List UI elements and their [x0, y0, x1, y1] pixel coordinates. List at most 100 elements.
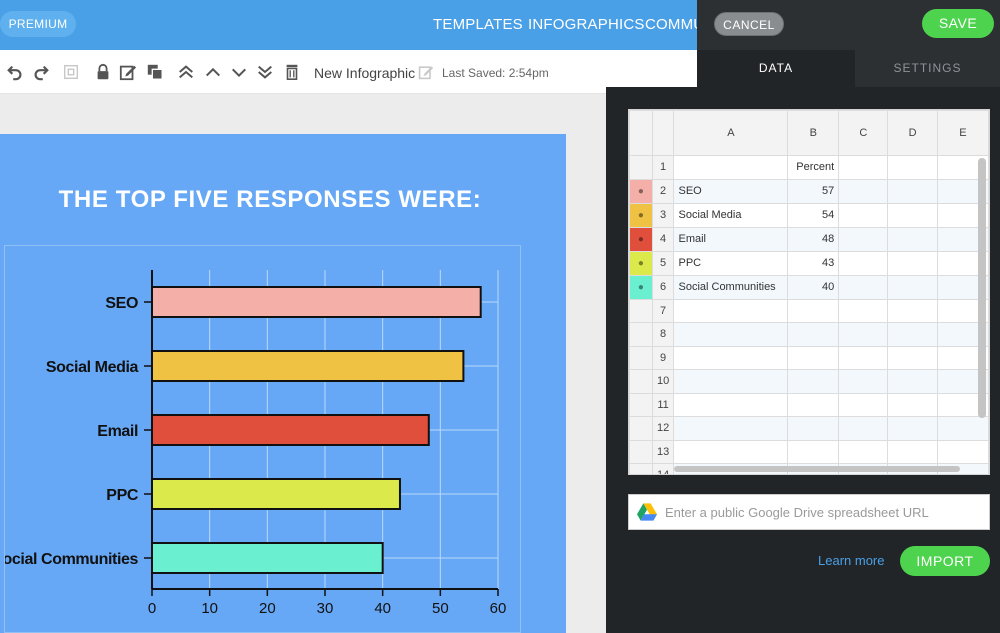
lock-icon[interactable] [93, 62, 113, 82]
cell-d[interactable] [887, 226, 938, 252]
document-title[interactable]: New Infographic [314, 65, 416, 81]
cell-c[interactable] [838, 250, 889, 276]
cell-c[interactable] [838, 439, 889, 464]
cell-a[interactable] [673, 416, 789, 441]
cell-b[interactable]: 48 [787, 226, 840, 252]
duplicate-icon[interactable] [145, 62, 165, 82]
horizontal-scrollbar[interactable] [674, 466, 960, 472]
bring-to-front-icon[interactable] [176, 62, 196, 82]
cell-b[interactable]: Percent [787, 155, 840, 180]
cell-b[interactable]: 54 [787, 202, 840, 228]
cell-b[interactable] [787, 298, 840, 323]
color-drop-icon[interactable]: ● [630, 228, 652, 250]
cell-d[interactable] [887, 392, 938, 417]
cell-c[interactable] [838, 322, 889, 347]
cell-b[interactable]: 57 [787, 178, 840, 204]
cell-c[interactable] [838, 226, 889, 252]
cell-b[interactable] [787, 322, 840, 347]
cell-a[interactable] [673, 439, 789, 464]
cell-a[interactable] [673, 155, 789, 180]
cell-a[interactable]: PPC [673, 250, 789, 276]
tab-data[interactable]: DATA [697, 50, 855, 87]
crop-icon[interactable] [61, 62, 81, 82]
cell-d[interactable] [887, 439, 938, 464]
cell-c[interactable] [838, 202, 889, 228]
column-header-b[interactable]: B [787, 110, 840, 156]
cell-b[interactable] [787, 439, 840, 464]
cell-d[interactable] [887, 298, 938, 323]
cell-c[interactable] [838, 298, 889, 323]
cell-d[interactable] [887, 322, 938, 347]
cell-c[interactable] [838, 274, 889, 300]
cell-b[interactable] [787, 392, 840, 417]
row-number: 10 [651, 369, 675, 394]
cell-d[interactable] [887, 155, 938, 180]
cell-d[interactable] [887, 369, 938, 394]
premium-badge[interactable]: PREMIUM [0, 11, 76, 37]
cell-b[interactable]: 43 [787, 250, 840, 276]
nav-infographics[interactable]: INFOGRAPHICS [528, 16, 645, 33]
cell-b[interactable]: 40 [787, 274, 840, 300]
bring-forward-icon[interactable] [203, 62, 223, 82]
cell-d[interactable] [887, 274, 938, 300]
cell-d[interactable] [887, 202, 938, 228]
send-backward-icon[interactable] [229, 62, 249, 82]
cell-b[interactable] [787, 369, 840, 394]
learn-more-link[interactable]: Learn more [818, 553, 885, 568]
nav-community[interactable]: COMMU [645, 16, 705, 33]
import-button[interactable]: IMPORT [900, 546, 990, 576]
cell-a[interactable] [673, 369, 789, 394]
row-color-swatch[interactable]: ● [629, 250, 653, 276]
cell-a[interactable]: SEO [673, 178, 789, 204]
cell-d[interactable] [887, 345, 938, 370]
google-drive-url-input[interactable] [665, 495, 985, 529]
color-drop-icon[interactable]: ● [630, 276, 652, 298]
cell-a[interactable] [673, 322, 789, 347]
row-color-swatch[interactable]: ● [629, 178, 653, 204]
color-drop-icon[interactable]: ● [630, 180, 652, 202]
cancel-button[interactable]: CANCEL [714, 12, 784, 36]
cell-c[interactable] [838, 178, 889, 204]
column-header-d[interactable]: D [887, 110, 938, 156]
cell-a[interactable]: Email [673, 226, 789, 252]
cell-a[interactable] [673, 392, 789, 417]
row-color-swatch[interactable]: ● [629, 226, 653, 252]
row-color-swatch[interactable]: ● [629, 202, 653, 228]
color-drop-icon[interactable]: ● [630, 252, 652, 274]
send-to-back-icon[interactable] [255, 62, 275, 82]
row-color-swatch[interactable]: ● [629, 274, 653, 300]
chart-selection-frame[interactable]: SEO Social Media Email PPC Social Communitie… [4, 245, 521, 633]
cell-e[interactable] [936, 416, 989, 441]
cell-c[interactable] [838, 369, 889, 394]
cell-d[interactable] [887, 250, 938, 276]
column-header-e[interactable]: E [936, 110, 989, 156]
nav-templates[interactable]: TEMPLATES [433, 16, 523, 33]
cell-e[interactable] [936, 439, 989, 464]
vertical-scrollbar[interactable] [978, 158, 986, 418]
cell-b[interactable] [787, 345, 840, 370]
save-button[interactable]: SAVE [922, 9, 994, 38]
bar-chart[interactable]: SEO Social Media Email PPC Social Communitie… [5, 246, 522, 633]
cell-c[interactable] [838, 345, 889, 370]
color-drop-icon[interactable]: ● [630, 204, 652, 226]
tab-settings[interactable]: SETTINGS [893, 61, 962, 75]
redo-icon[interactable] [31, 62, 51, 82]
cell-d[interactable] [887, 416, 938, 441]
rename-pencil-icon[interactable] [418, 64, 434, 80]
cell-a[interactable]: Social Communities [673, 274, 789, 300]
edit-icon[interactable] [118, 62, 138, 82]
cell-d[interactable] [887, 178, 938, 204]
cell-a[interactable] [673, 298, 789, 323]
cell-a[interactable] [673, 345, 789, 370]
cell-a[interactable]: Social Media [673, 202, 789, 228]
infographic-title[interactable]: THE TOP FIVE RESPONSES WERE: [58, 186, 482, 213]
undo-icon[interactable] [5, 62, 25, 82]
cell-c[interactable] [838, 416, 889, 441]
cell-c[interactable] [838, 155, 889, 180]
data-spreadsheet[interactable]: A B C D E 1 Percent ● 2 SEO 57 ● 3 Social Media 5… [628, 109, 990, 475]
column-header-c[interactable]: C [838, 110, 889, 156]
column-header-a[interactable]: A [673, 110, 789, 156]
cell-b[interactable] [787, 416, 840, 441]
trash-icon[interactable] [282, 62, 302, 82]
cell-c[interactable] [838, 392, 889, 417]
